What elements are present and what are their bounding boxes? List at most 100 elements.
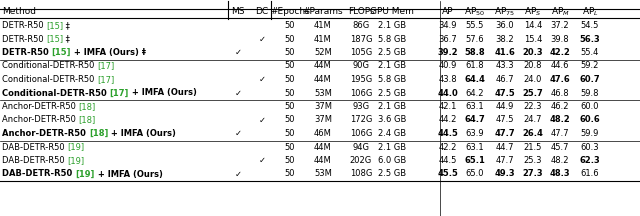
Text: 45.7: 45.7: [551, 143, 569, 151]
Text: 47.5: 47.5: [495, 89, 515, 97]
Text: [17]: [17]: [97, 62, 115, 70]
Text: 40.9: 40.9: [439, 62, 457, 70]
Text: 20.8: 20.8: [524, 62, 542, 70]
Text: 36.0: 36.0: [496, 21, 515, 30]
Text: ✓: ✓: [259, 35, 266, 43]
Text: 15.4: 15.4: [524, 35, 542, 43]
Text: [18]: [18]: [79, 102, 96, 111]
Text: 53M: 53M: [314, 170, 332, 178]
Text: [18]: [18]: [79, 116, 96, 124]
Text: DETR-R50: DETR-R50: [2, 21, 46, 30]
Text: 44M: 44M: [314, 156, 332, 165]
Text: 106G: 106G: [350, 129, 372, 138]
Text: 60.6: 60.6: [580, 116, 600, 124]
Text: 195G: 195G: [350, 75, 372, 84]
Text: 108G: 108G: [350, 170, 372, 178]
Text: 44M: 44M: [314, 62, 332, 70]
Text: 6.0 GB: 6.0 GB: [378, 156, 406, 165]
Text: 94G: 94G: [353, 143, 369, 151]
Text: 63.9: 63.9: [466, 129, 484, 138]
Text: 26.4: 26.4: [523, 129, 543, 138]
Text: DC: DC: [255, 8, 269, 16]
Text: ‡: ‡: [63, 21, 70, 30]
Text: 50: 50: [285, 143, 295, 151]
Text: 50: 50: [285, 62, 295, 70]
Text: + IMFA (Ours): + IMFA (Ours): [108, 129, 176, 138]
Text: 93G: 93G: [353, 102, 369, 111]
Text: 44.9: 44.9: [496, 102, 514, 111]
Text: 2.5 GB: 2.5 GB: [378, 89, 406, 97]
Text: 202G: 202G: [350, 156, 372, 165]
Text: 46.8: 46.8: [550, 89, 570, 97]
Text: 55.4: 55.4: [581, 48, 599, 57]
Text: 36.7: 36.7: [438, 35, 458, 43]
Text: 2.1 GB: 2.1 GB: [378, 62, 406, 70]
Text: [19]: [19]: [67, 143, 84, 151]
Text: DETR-R50: DETR-R50: [2, 48, 52, 57]
Text: 5.8 GB: 5.8 GB: [378, 35, 406, 43]
Text: 25.7: 25.7: [523, 89, 543, 97]
Text: 44M: 44M: [314, 75, 332, 84]
Text: 41M: 41M: [314, 35, 332, 43]
Text: 27.3: 27.3: [523, 170, 543, 178]
Text: ✓: ✓: [259, 75, 266, 84]
Text: 64.2: 64.2: [466, 89, 484, 97]
Text: 65.0: 65.0: [466, 170, 484, 178]
Text: 52M: 52M: [314, 48, 332, 57]
Text: 172G: 172G: [350, 116, 372, 124]
Text: ✓: ✓: [234, 89, 241, 97]
Text: 5.8 GB: 5.8 GB: [378, 75, 406, 84]
Text: 60.0: 60.0: [580, 102, 599, 111]
Text: 47.7: 47.7: [550, 129, 570, 138]
Text: 21.5: 21.5: [524, 143, 542, 151]
Text: 50: 50: [285, 35, 295, 43]
Text: 90G: 90G: [353, 62, 369, 70]
Text: + IMFA (Ours): + IMFA (Ours): [129, 89, 197, 97]
Text: AP$_M$: AP$_M$: [550, 6, 570, 18]
Text: [18]: [18]: [89, 129, 108, 138]
Text: 62.3: 62.3: [580, 156, 600, 165]
Text: 38.2: 38.2: [496, 35, 515, 43]
Text: 25.3: 25.3: [524, 156, 542, 165]
Text: 58.8: 58.8: [465, 48, 485, 57]
Text: 39.2: 39.2: [438, 48, 458, 57]
Text: 50: 50: [285, 156, 295, 165]
Text: 44.5: 44.5: [438, 129, 458, 138]
Text: 2.4 GB: 2.4 GB: [378, 129, 406, 138]
Text: 44M: 44M: [314, 143, 332, 151]
Text: Anchor-DETR-R50: Anchor-DETR-R50: [2, 116, 79, 124]
Text: 61.8: 61.8: [466, 62, 484, 70]
Text: ✓: ✓: [234, 48, 241, 57]
Text: 24.0: 24.0: [524, 75, 542, 84]
Text: 56.3: 56.3: [580, 35, 600, 43]
Text: 42.2: 42.2: [550, 48, 570, 57]
Text: 45.5: 45.5: [438, 170, 458, 178]
Text: 86G: 86G: [353, 21, 370, 30]
Text: 65.1: 65.1: [465, 156, 485, 165]
Text: 41.6: 41.6: [495, 48, 515, 57]
Text: 44.6: 44.6: [551, 62, 569, 70]
Text: AP$_L$: AP$_L$: [582, 6, 598, 18]
Text: 50: 50: [285, 89, 295, 97]
Text: 61.6: 61.6: [580, 170, 599, 178]
Text: ✓: ✓: [259, 156, 266, 165]
Text: 54.5: 54.5: [581, 21, 599, 30]
Text: 39.8: 39.8: [550, 35, 570, 43]
Text: 50: 50: [285, 129, 295, 138]
Text: 24.7: 24.7: [524, 116, 542, 124]
Text: DAB-DETR-R50: DAB-DETR-R50: [2, 156, 67, 165]
Text: MS: MS: [231, 8, 244, 16]
Text: ✓: ✓: [234, 129, 241, 138]
Text: 44.7: 44.7: [496, 143, 515, 151]
Text: 48.2: 48.2: [551, 156, 569, 165]
Text: 43.3: 43.3: [496, 62, 515, 70]
Text: #Params: #Params: [303, 8, 343, 16]
Text: 2.1 GB: 2.1 GB: [378, 102, 406, 111]
Text: 46M: 46M: [314, 129, 332, 138]
Text: AP$_{50}$: AP$_{50}$: [465, 6, 486, 18]
Text: 2.1 GB: 2.1 GB: [378, 143, 406, 151]
Text: 49.3: 49.3: [495, 170, 515, 178]
Text: 59.9: 59.9: [581, 129, 599, 138]
Text: [19]: [19]: [75, 170, 95, 178]
Text: 106G: 106G: [350, 89, 372, 97]
